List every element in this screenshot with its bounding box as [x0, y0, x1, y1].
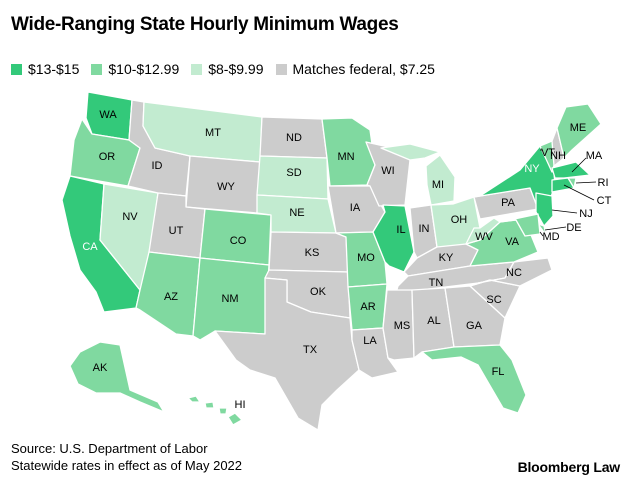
state-label-nv: NV: [122, 211, 138, 223]
state-label-nj: NJ: [579, 208, 592, 220]
state-il: [372, 204, 415, 273]
leader-line-ri: [575, 181, 597, 184]
state-label-mi: MI: [432, 179, 444, 191]
date-note: Statewide rates in effect as of May 2022: [11, 458, 243, 473]
state-ak: [69, 341, 165, 413]
state-label-ia: IA: [350, 202, 361, 214]
legend-item-8-9: $8-$9.99: [191, 61, 264, 77]
state-hi: [187, 395, 243, 426]
state-label-wa: WA: [99, 109, 117, 121]
state-me: [556, 103, 602, 159]
state-ct: [551, 177, 575, 193]
source-note: Source: U.S. Department of Labor: [11, 441, 208, 456]
state-label-la: LA: [363, 335, 377, 347]
legend-label: Matches federal, $7.25: [292, 61, 435, 77]
legend-swatch: [275, 63, 287, 75]
state-label-wv: WV: [475, 231, 493, 243]
state-label-or: OR: [99, 151, 116, 163]
legend: $13-$15 $10-$12.99 $8-$9.99 Matches fede…: [11, 61, 447, 77]
state-label-hi: HI: [235, 399, 246, 411]
state-label-pa: PA: [501, 197, 516, 209]
state-label-wy: WY: [217, 181, 235, 193]
state-label-ga: GA: [466, 320, 483, 332]
footer: Source: U.S. Department of Labor Statewi…: [11, 440, 242, 474]
state-label-ky: KY: [439, 252, 454, 264]
state-label-ut: UT: [169, 225, 184, 237]
legend-label: $10-$12.99: [108, 61, 180, 77]
leader-line-nj: [551, 209, 578, 214]
state-label-ms: MS: [394, 320, 411, 332]
legend-item-13-15: $13-$15: [11, 61, 79, 77]
chart-title: Wide-Ranging State Hourly Minimum Wages: [11, 14, 399, 35]
legend-item-10-12: $10-$12.99: [91, 61, 179, 77]
state-label-ca: CA: [82, 241, 98, 253]
state-label-va: VA: [505, 236, 520, 248]
state-label-ks: KS: [305, 247, 320, 259]
state-ma: [551, 161, 591, 179]
leader-line-de: [544, 226, 567, 231]
legend-swatch: [11, 63, 22, 75]
state-de: [537, 223, 547, 236]
state-label-ok: OK: [310, 286, 327, 298]
legend-swatch: [91, 63, 103, 75]
state-fl: [421, 344, 527, 414]
state-label-nh: NH: [550, 150, 566, 162]
legend-label: $8-$9.99: [208, 61, 264, 77]
state-label-id: ID: [152, 160, 163, 172]
state-label-ar: AR: [360, 301, 375, 313]
leader-line-ma: [571, 157, 587, 173]
state-label-oh: OH: [451, 214, 468, 226]
state-label-ct: CT: [597, 195, 612, 207]
state-label-ma: MA: [586, 150, 603, 162]
state-label-ny: NY: [524, 163, 540, 175]
state-label-tn: TN: [429, 277, 444, 289]
state-label-mn: MN: [337, 151, 354, 163]
state-label-md: MD: [542, 231, 559, 243]
state-label-me: ME: [570, 122, 587, 134]
state-label-vt: VT: [541, 147, 555, 159]
state-label-il: IL: [396, 224, 405, 236]
state-mi: [380, 143, 456, 206]
legend-item-federal: Matches federal, $7.25: [275, 61, 435, 77]
state-label-al: AL: [427, 315, 440, 327]
leader-line-md: [539, 231, 544, 237]
state-ga: [444, 285, 506, 348]
legend-label: $13-$15: [28, 61, 80, 77]
state-label-ne: NE: [289, 207, 304, 219]
state-label-sd: SD: [286, 167, 301, 179]
state-label-mt: MT: [205, 127, 221, 139]
legend-swatch: [191, 63, 203, 75]
leader-line-ct: [563, 184, 595, 201]
state-label-co: CO: [230, 235, 247, 247]
state-label-mo: MO: [357, 252, 375, 264]
brand-logo: Bloomberg Law: [517, 459, 621, 475]
state-label-tx: TX: [303, 344, 318, 356]
state-label-sc: SC: [486, 294, 501, 306]
state-label-nc: NC: [506, 267, 522, 279]
state-label-ak: AK: [93, 362, 108, 374]
state-md: [499, 213, 541, 237]
state-label-wi: WI: [381, 165, 394, 177]
state-tx: [214, 277, 360, 431]
state-label-in: IN: [419, 223, 430, 235]
state-nc: [469, 257, 553, 287]
state-label-ri: RI: [598, 177, 609, 189]
state-label-fl: FL: [492, 366, 505, 378]
state-label-nm: NM: [221, 293, 238, 305]
state-nj: [535, 192, 554, 227]
state-label-de: DE: [566, 222, 581, 234]
state-label-az: AZ: [164, 291, 178, 303]
state-label-nd: ND: [286, 132, 302, 144]
